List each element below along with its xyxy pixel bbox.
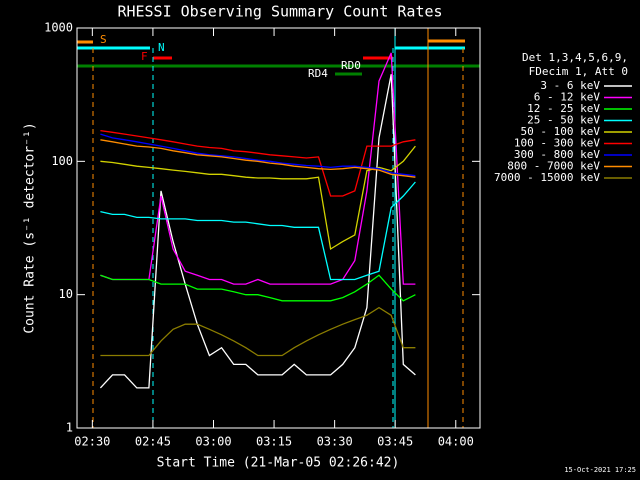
series-line (100, 274, 416, 302)
y-tick-label: 1000 (44, 21, 73, 35)
legend-label: 100 - 300 keV (514, 137, 600, 150)
x-tick-label: 03:30 (317, 435, 353, 449)
series-line (100, 139, 416, 178)
series-line (99, 74, 416, 389)
x-tick-label: 03:45 (377, 435, 413, 449)
legend-label: 50 - 100 keV (521, 125, 601, 138)
annotation: RD4 (308, 67, 328, 80)
x-tick-label: 03:00 (195, 435, 231, 449)
legend-label: 6 - 12 keV (534, 91, 601, 104)
x-tick-label: 02:45 (135, 435, 171, 449)
annotation: N (158, 41, 165, 54)
annotation: RD0 (341, 59, 361, 72)
legend-label: 25 - 50 keV (527, 114, 600, 127)
legend-title: FDecim 1, Att 0 (529, 65, 628, 78)
series-line (100, 52, 416, 285)
legend-label: 3 - 6 keV (540, 79, 600, 92)
x-tick-label: 03:15 (256, 435, 292, 449)
series-line (100, 129, 416, 197)
x-tick-label: 04:00 (438, 435, 474, 449)
y-tick-label: 100 (51, 154, 73, 168)
legend-label: 300 - 800 keV (514, 148, 600, 161)
footer: 15-Oct-2021 17:25 (564, 466, 636, 474)
y-tick-label: 10 (59, 287, 73, 301)
legend-label: 12 - 25 keV (527, 102, 600, 115)
chart-title: RHESSI Observing Summary Count Rates (117, 3, 442, 21)
series-line (100, 181, 416, 281)
series-line (100, 306, 416, 357)
y-axis-label: Count Rate (s⁻¹ detector⁻¹) (23, 122, 38, 333)
x-tick-label: 02:30 (74, 435, 110, 449)
plot-frame (76, 27, 481, 429)
series-line (100, 133, 416, 177)
annotation: F (141, 50, 148, 63)
legend-label: 800 - 7000 keV (507, 160, 600, 173)
state-bars (77, 28, 480, 428)
y-tick-label: 1 (66, 421, 73, 435)
series-line (100, 145, 416, 251)
annotation: S (100, 33, 107, 46)
legend-label: 7000 - 15000 keV (494, 171, 600, 184)
x-axis-label: Start Time (21-Mar-05 02:26:42) (157, 456, 400, 471)
legend-title: Det 1,3,4,5,6,9, (522, 51, 628, 64)
